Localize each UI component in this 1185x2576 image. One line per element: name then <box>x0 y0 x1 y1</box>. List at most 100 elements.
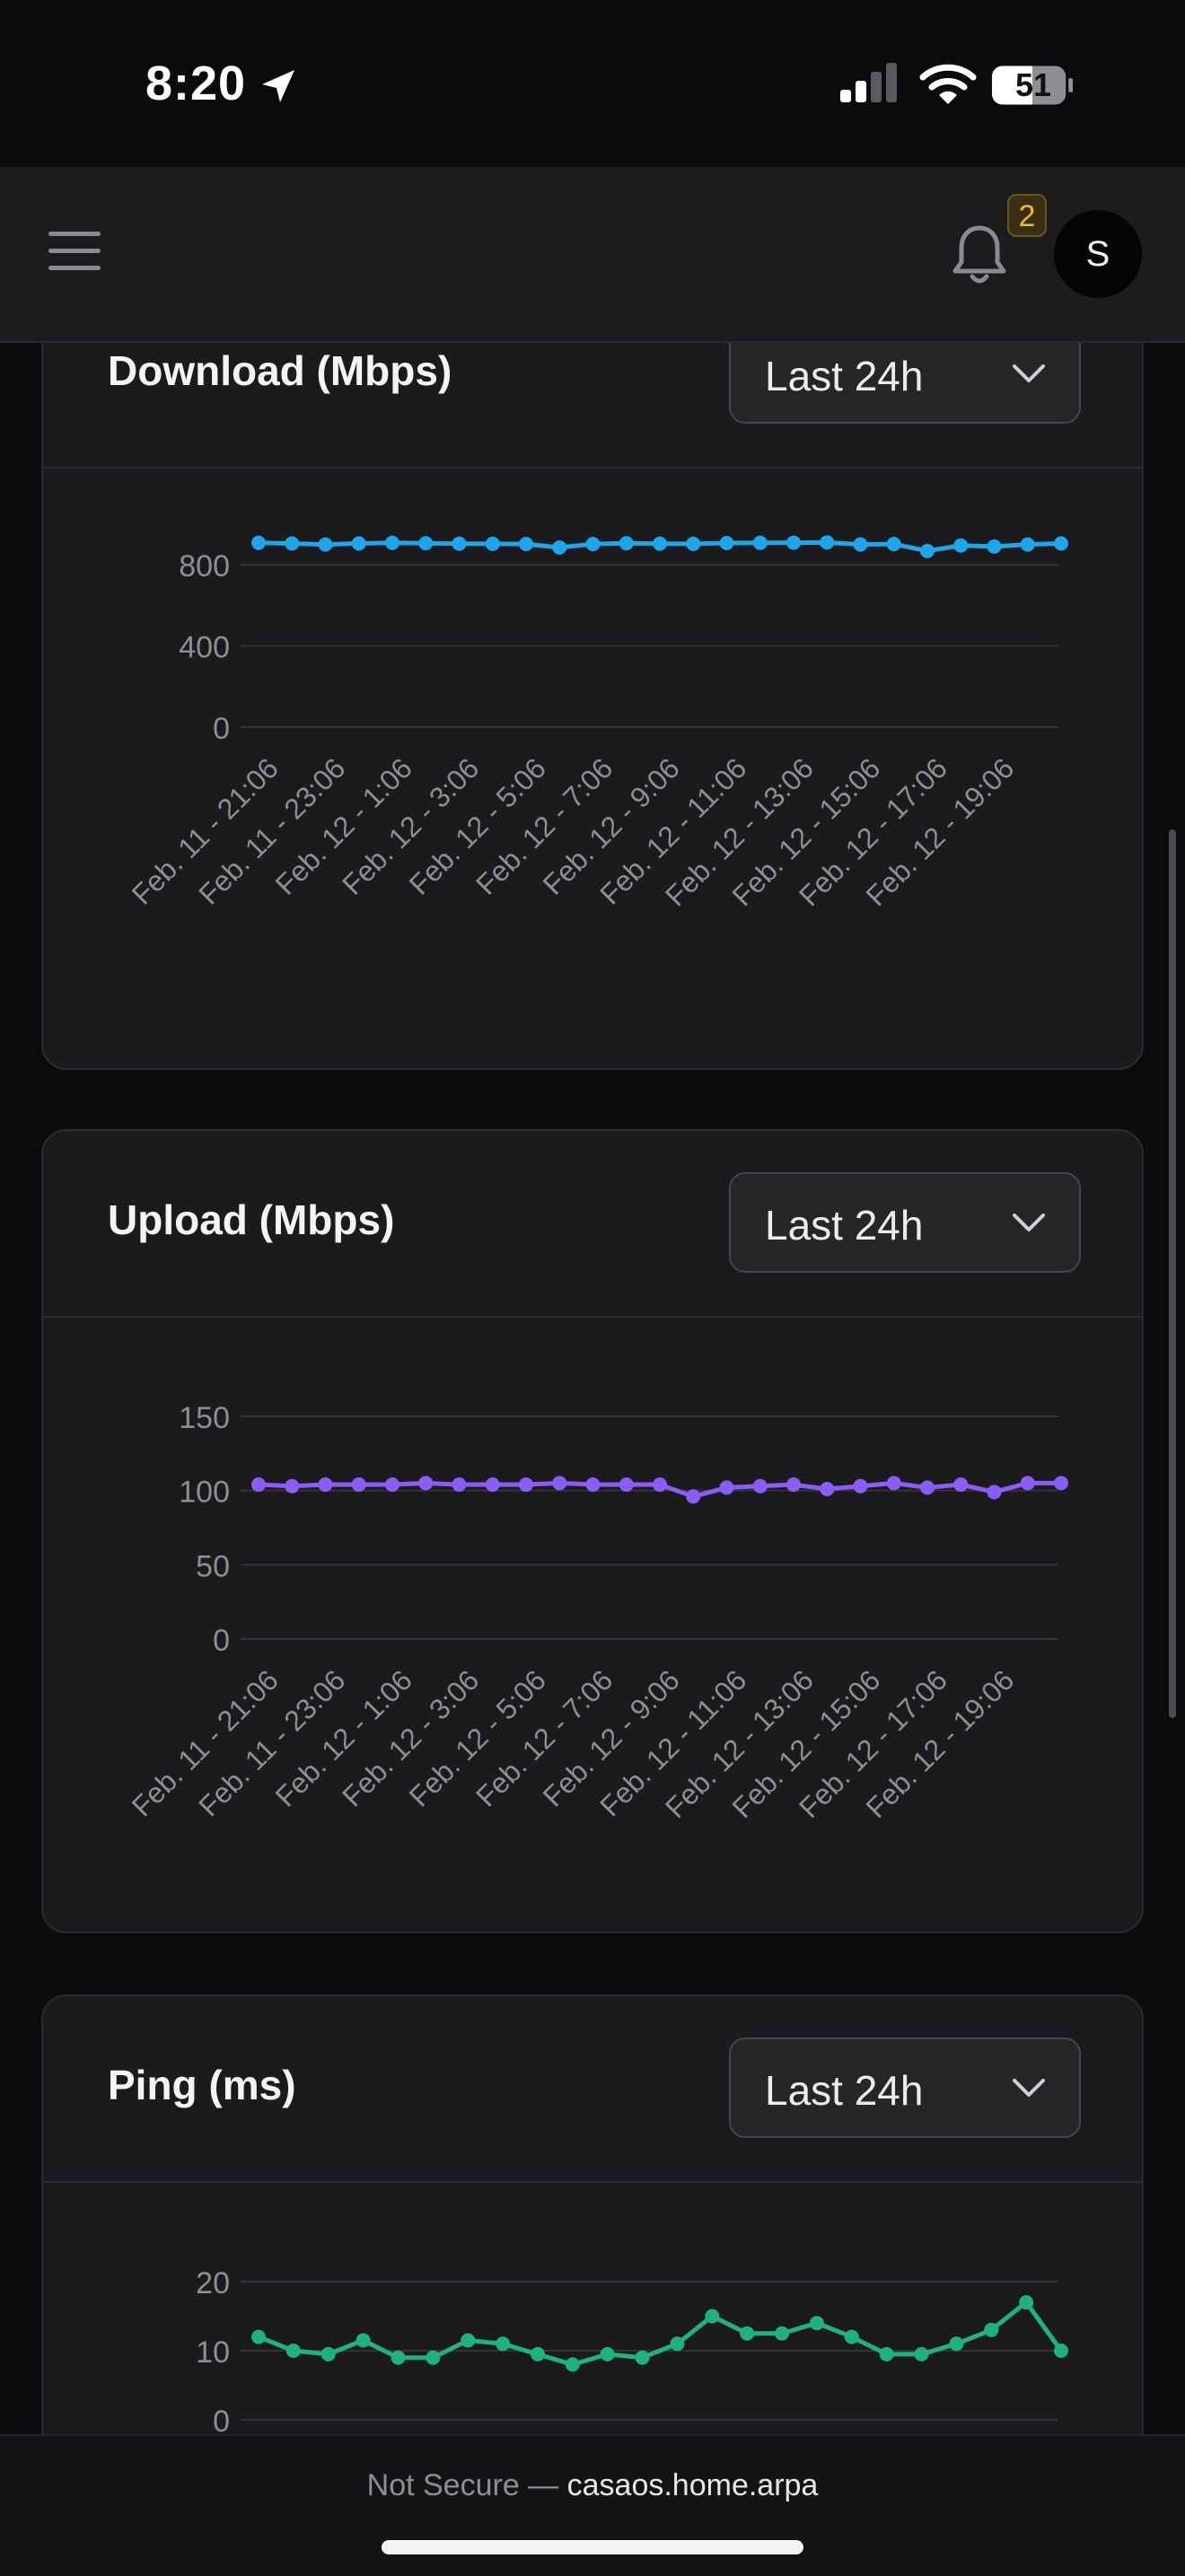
data-point <box>619 1477 634 1493</box>
data-point <box>1020 1476 1035 1491</box>
card-title: Upload (Mbps) <box>108 1196 395 1243</box>
data-point <box>552 1476 567 1491</box>
data-point <box>585 1477 601 1493</box>
data-point <box>1054 2344 1068 2358</box>
data-point <box>670 2336 685 2352</box>
data-point <box>786 1477 801 1493</box>
data-point <box>953 1477 969 1493</box>
download-card: Download (Mbps) Last 24h 0 400 800 Feb. 11 … <box>41 280 1144 1070</box>
data-point <box>686 536 701 551</box>
data-point <box>1019 2295 1034 2310</box>
data-point <box>653 1477 667 1493</box>
data-point <box>452 1477 467 1493</box>
card-title: Download (Mbps) <box>108 347 452 394</box>
data-point <box>318 1477 333 1493</box>
data-point <box>426 2350 441 2365</box>
data-point <box>285 536 300 551</box>
data-point <box>820 1482 835 1497</box>
y-tick-label: 800 <box>179 549 230 583</box>
url-bar[interactable]: Not Secure — casaos.home.arpa <box>0 2434 1185 2576</box>
chevron-down-icon <box>1013 2079 1045 2097</box>
card-header: Upload (Mbps) Last 24h <box>43 1131 1142 1318</box>
data-point <box>565 2357 580 2372</box>
data-point <box>285 2344 301 2358</box>
location-arrow-icon <box>262 70 294 102</box>
data-point <box>356 2333 371 2348</box>
data-point <box>552 539 567 555</box>
data-point <box>351 536 366 551</box>
range-select-label: Last 24h <box>765 353 924 399</box>
y-tick-label: 50 <box>196 1549 230 1583</box>
data-point <box>251 2329 266 2344</box>
data-point <box>385 535 399 550</box>
range-select-label: Last 24h <box>765 2067 924 2114</box>
data-point <box>705 2309 720 2324</box>
y-tick-label: 150 <box>179 1401 230 1435</box>
data-point <box>485 536 500 551</box>
data-point <box>775 2326 790 2341</box>
avatar[interactable]: S <box>1054 210 1142 298</box>
data-point <box>452 536 467 551</box>
data-point <box>786 535 801 550</box>
data-point <box>920 543 935 558</box>
data-point <box>351 1477 366 1493</box>
app-header: 2 S <box>0 167 1185 343</box>
data-point <box>391 2350 406 2365</box>
data-point <box>949 2336 964 2352</box>
data-point <box>585 537 601 552</box>
data-point <box>418 1476 434 1491</box>
y-tick-label: 20 <box>196 2266 230 2300</box>
status-bar: 8:20 51 <box>0 0 1185 167</box>
wifi-icon <box>919 64 977 104</box>
data-point <box>1020 537 1035 552</box>
data-point <box>635 2350 650 2365</box>
data-point <box>886 1476 901 1491</box>
data-point <box>496 2336 511 2352</box>
data-point <box>719 536 734 551</box>
data-point <box>886 537 901 552</box>
data-point <box>320 2346 336 2361</box>
menu-icon[interactable] <box>48 232 101 276</box>
bell-icon[interactable] <box>952 223 1007 287</box>
y-tick-label: 100 <box>179 1476 230 1510</box>
data-point <box>485 1477 500 1493</box>
data-point <box>844 2329 859 2344</box>
data-point <box>461 2333 476 2348</box>
data-point <box>740 2326 755 2341</box>
data-point <box>752 1478 768 1494</box>
data-point <box>853 537 868 552</box>
data-point <box>809 2316 824 2331</box>
data-point <box>418 536 434 551</box>
chevron-down-icon <box>1013 1214 1045 1231</box>
data-point <box>879 2346 894 2361</box>
data-point <box>653 536 667 551</box>
range-select-label: Last 24h <box>765 1202 924 1249</box>
range-select[interactable]: Last 24h <box>729 2037 1081 2138</box>
url-host: casaos.home.arpa <box>566 2468 819 2502</box>
status-time: 8:20 <box>145 57 247 110</box>
ping-chart: 0 10 20 <box>196 2266 1068 2439</box>
data-point <box>752 535 768 550</box>
scrollbar[interactable] <box>1169 829 1176 1718</box>
y-tick-label: 10 <box>196 2335 230 2370</box>
data-point <box>719 1480 734 1495</box>
card-title: Ping (ms) <box>108 2062 296 2108</box>
data-point <box>914 2346 929 2361</box>
home-indicator[interactable] <box>382 2540 803 2554</box>
data-point <box>987 1485 1002 1500</box>
data-point <box>251 535 266 550</box>
data-point <box>686 1489 701 1504</box>
data-point <box>853 1478 868 1494</box>
data-point <box>920 1480 935 1495</box>
y-tick-label: 0 <box>213 2405 230 2439</box>
card-header: Ping (ms) Last 24h <box>43 1996 1142 2183</box>
url-text[interactable]: Not Secure — casaos.home.arpa <box>0 2468 1185 2503</box>
y-tick-label: 0 <box>213 1624 230 1658</box>
data-point <box>1054 1476 1068 1491</box>
battery-level: 51 <box>1014 66 1052 103</box>
data-point <box>820 535 835 550</box>
data-point <box>530 2346 545 2361</box>
y-tick-label: 0 <box>213 712 230 746</box>
range-select[interactable]: Last 24h <box>729 1172 1081 1273</box>
